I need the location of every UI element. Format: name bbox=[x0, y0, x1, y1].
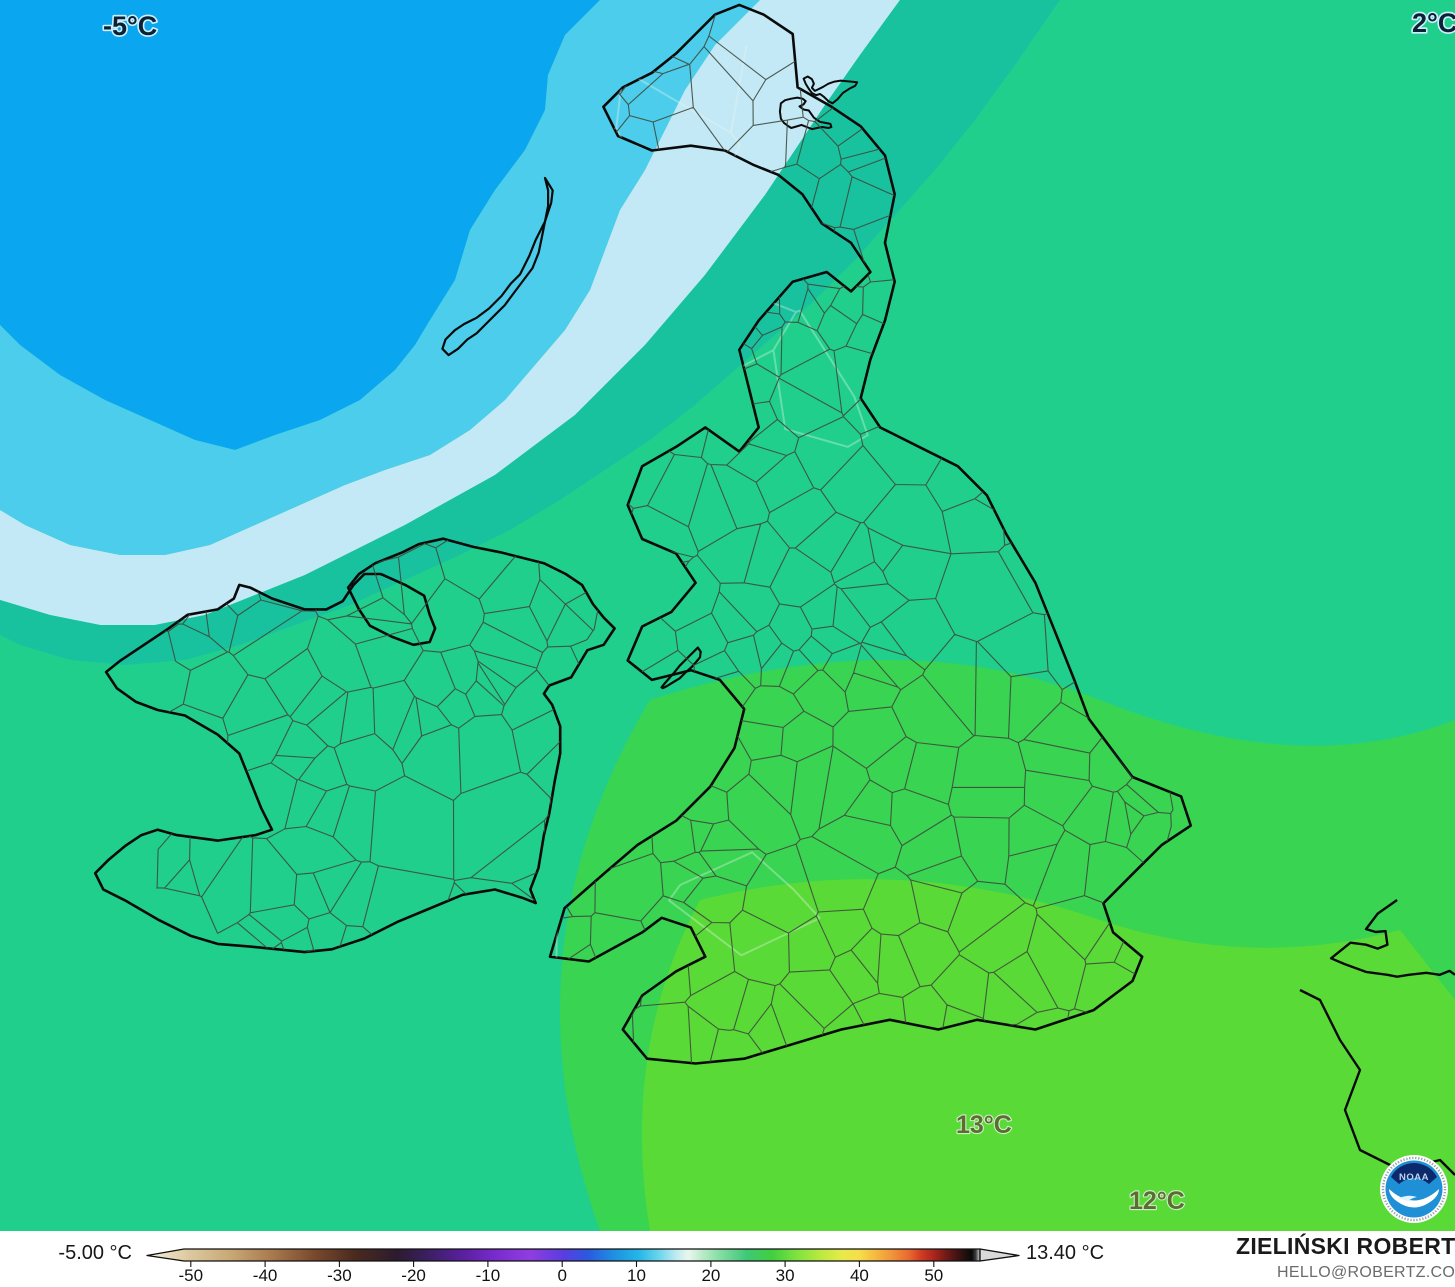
svg-text:20: 20 bbox=[701, 1266, 720, 1285]
svg-text:0: 0 bbox=[557, 1266, 566, 1285]
svg-text:-10: -10 bbox=[476, 1266, 501, 1285]
svg-text:-5°C: -5°C bbox=[103, 11, 157, 41]
svg-text:-50: -50 bbox=[179, 1266, 204, 1285]
svg-text:-5.00 °C: -5.00 °C bbox=[58, 1242, 132, 1264]
svg-text:30: 30 bbox=[776, 1266, 795, 1285]
svg-text:-20: -20 bbox=[401, 1266, 426, 1285]
svg-text:13.40 °C: 13.40 °C bbox=[1026, 1242, 1104, 1264]
svg-text:-40: -40 bbox=[253, 1266, 278, 1285]
svg-text:-30: -30 bbox=[327, 1266, 352, 1285]
svg-text:2°C: 2°C bbox=[1412, 8, 1455, 38]
svg-text:13°C: 13°C bbox=[956, 1111, 1012, 1139]
svg-text:NOAA: NOAA bbox=[1399, 1172, 1429, 1183]
svg-text:10: 10 bbox=[627, 1266, 646, 1285]
svg-text:40: 40 bbox=[850, 1266, 869, 1285]
svg-text:50: 50 bbox=[924, 1266, 943, 1285]
svg-text:12°C: 12°C bbox=[1129, 1187, 1185, 1215]
